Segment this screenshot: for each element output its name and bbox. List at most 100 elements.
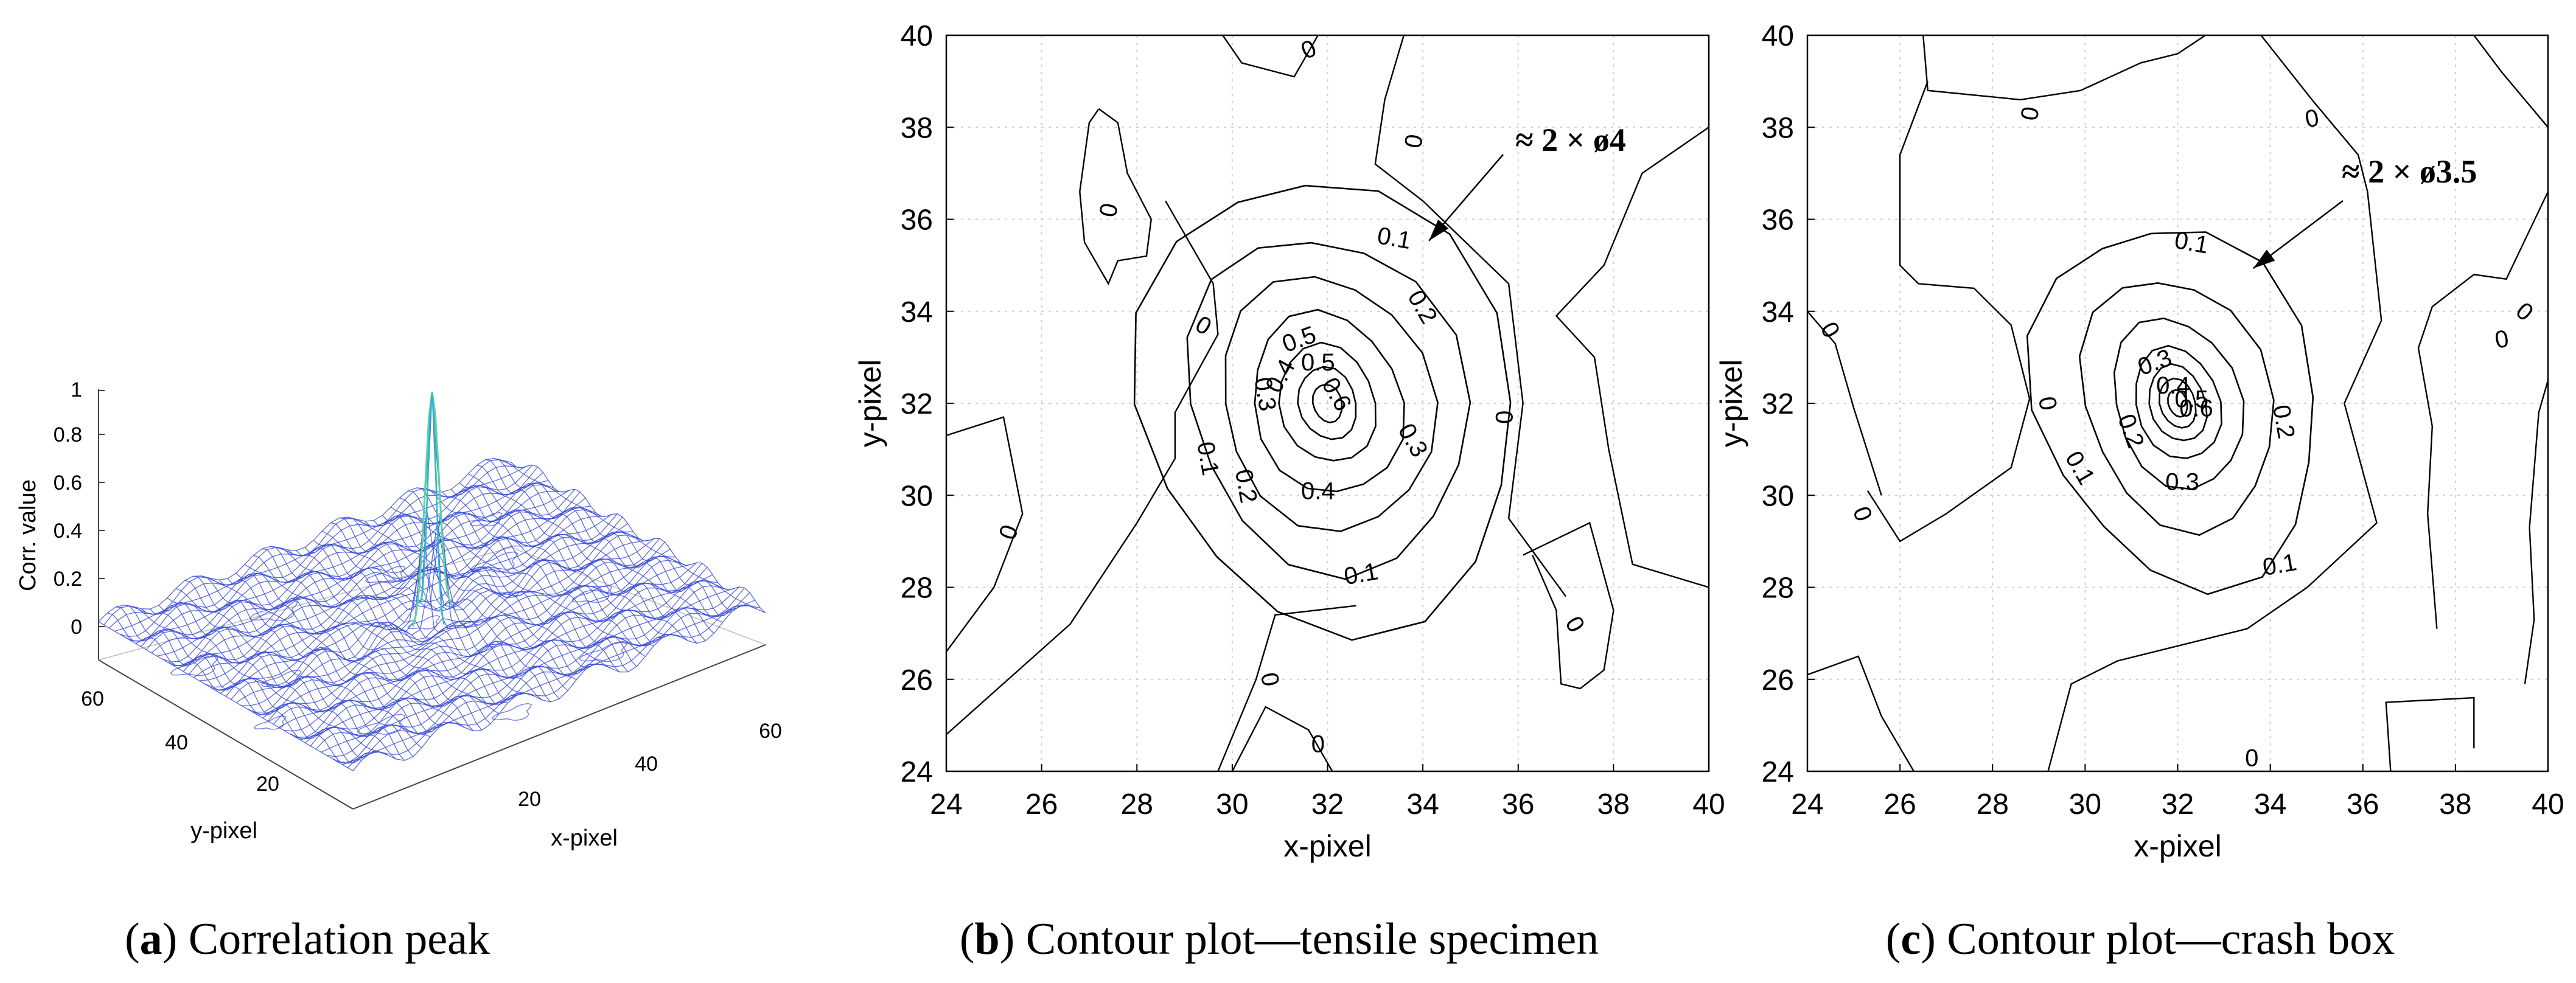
annotation-text: ≈ 2 × ø3.5	[2342, 153, 2477, 190]
x-tick-label: 34	[2254, 788, 2286, 821]
z-tick-0.6: 0.6	[54, 471, 82, 495]
contour-label: 0.3	[1393, 419, 1433, 462]
contour-label: 0	[994, 521, 1024, 543]
caption-a-letter: a	[140, 914, 162, 964]
mesh-line	[425, 488, 680, 637]
mesh-line	[108, 465, 522, 628]
x-tick-label: 28	[1977, 788, 2009, 821]
contour-label: 0.1	[1192, 440, 1224, 478]
mesh-line	[130, 472, 543, 642]
mesh-line	[356, 519, 612, 669]
caption-a-text: Correlation peak	[177, 914, 490, 964]
mesh-line	[347, 604, 761, 768]
mesh-line	[204, 513, 618, 688]
caption-c-text: Contour plot—crash box	[1936, 914, 2395, 964]
y-axis-label: y-pixel	[190, 818, 257, 844]
contour-label: 0	[2033, 394, 2062, 412]
mesh-line	[459, 482, 714, 634]
contour-label: 0	[1491, 411, 1518, 424]
contour-line-zero	[1374, 35, 1567, 597]
contour-label: 0	[1297, 35, 1321, 64]
contour-line-zero	[1217, 605, 1356, 771]
contour-label: 0.2	[2112, 411, 2149, 451]
caption-b: (b) Contour plot—tensile specimen	[960, 914, 1599, 964]
y-tick-label: 32	[1762, 388, 1794, 420]
x-tick-label: 38	[1597, 788, 1630, 821]
mesh-line	[145, 484, 559, 650]
mesh-line	[326, 586, 739, 757]
y-tick-label: 38	[1762, 112, 1794, 144]
mesh-line	[450, 485, 706, 642]
annotation-arrowhead	[2253, 249, 2275, 269]
mesh-line	[330, 522, 585, 676]
contour-label: 0	[1191, 311, 1216, 341]
mesh-line	[337, 592, 750, 764]
floor-contour	[365, 565, 406, 583]
contour-label: 0.3	[1249, 375, 1281, 413]
z-tick-0: 0	[71, 616, 82, 639]
mesh-line	[103, 459, 517, 625]
contour-line	[1186, 241, 1471, 580]
contour-line	[2078, 282, 2275, 536]
y-tick-label: 26	[901, 664, 933, 696]
contour-label: 0	[2303, 105, 2321, 133]
floor-contour	[170, 655, 218, 676]
x-tick-label: 28	[1121, 788, 1153, 821]
x-tick-label: 38	[2439, 788, 2471, 821]
contour-line-zero	[2385, 696, 2475, 771]
contour-line	[1297, 366, 1357, 440]
contour-line	[2113, 317, 2245, 490]
contour-label: 0	[2016, 105, 2044, 123]
x-tick-20: 20	[518, 788, 541, 811]
x-tick-label: 26	[1883, 788, 1916, 821]
y-tick-40: 40	[165, 731, 188, 754]
surface-mesh	[98, 392, 766, 771]
mesh-line	[310, 580, 724, 746]
contour-line	[2167, 389, 2188, 418]
x-axis-label: x-pixel	[2134, 829, 2221, 863]
mesh-line	[124, 604, 379, 759]
contour-label: 0.3	[2165, 469, 2199, 496]
contour-label: 0	[1255, 670, 1284, 689]
z-tick-1: 1	[71, 378, 82, 401]
contour-line-zero	[1807, 311, 1882, 496]
y-tick-label: 32	[901, 388, 933, 420]
plot-frame	[1806, 34, 2549, 773]
contour-line	[2159, 377, 2197, 429]
contour-label: 0	[1095, 201, 1123, 220]
contour-label: 0	[2493, 325, 2511, 354]
contour-label: 0.2	[1230, 467, 1262, 505]
y-axis-label: y-pixel	[1714, 360, 1748, 447]
y-tick-label: 28	[1762, 572, 1794, 605]
x-tick-label: 34	[1406, 788, 1439, 821]
y-tick-label: 34	[1762, 296, 1794, 328]
floor-contour	[249, 600, 298, 621]
caption-b-text: Contour plot—tensile specimen	[1014, 914, 1599, 964]
contour-line-zero	[1922, 35, 2206, 101]
contour-label: 0.1	[2261, 549, 2299, 581]
y-tick-label: 40	[901, 20, 933, 52]
y-tick-label: 34	[901, 296, 933, 328]
x-axis-label: x-pixel	[551, 825, 618, 851]
y-tick-label: 38	[901, 112, 933, 144]
mesh-line	[167, 492, 581, 666]
panel-a-surface-plot: 0 0.2 0.4 0.6 0.8 1 Corr. value 60 40 20…	[15, 378, 782, 851]
contour-line-zero	[1231, 706, 1333, 771]
caption-c: (c) Contour plot—crash box	[1886, 914, 2395, 964]
y-tick-label: 24	[1762, 756, 1794, 788]
y-tick-label: 30	[1762, 480, 1794, 512]
y-tick-label: 30	[901, 480, 933, 512]
contour-label: 0.1	[2060, 446, 2100, 489]
contour-label: 0	[1815, 318, 1845, 342]
x-tick-label: 30	[1216, 788, 1248, 821]
contour-line-zero	[1079, 108, 1152, 286]
floor-contour	[407, 615, 440, 630]
contour-label: 0.1	[1342, 558, 1380, 590]
caption-c-letter: c	[1901, 914, 1921, 964]
panel-b-contour-plot: 24 26 28 30 32 34 36 38 40 24 26 28 30 32 34 36 38 40 x-pi…	[853, 20, 1725, 863]
annotation-arrowhead	[1429, 220, 1449, 241]
x-tick-label: 32	[2162, 788, 2194, 821]
contour-line-zero	[1555, 127, 1709, 588]
contour-line-zero	[2473, 35, 2548, 128]
contour-line	[1278, 341, 1377, 462]
